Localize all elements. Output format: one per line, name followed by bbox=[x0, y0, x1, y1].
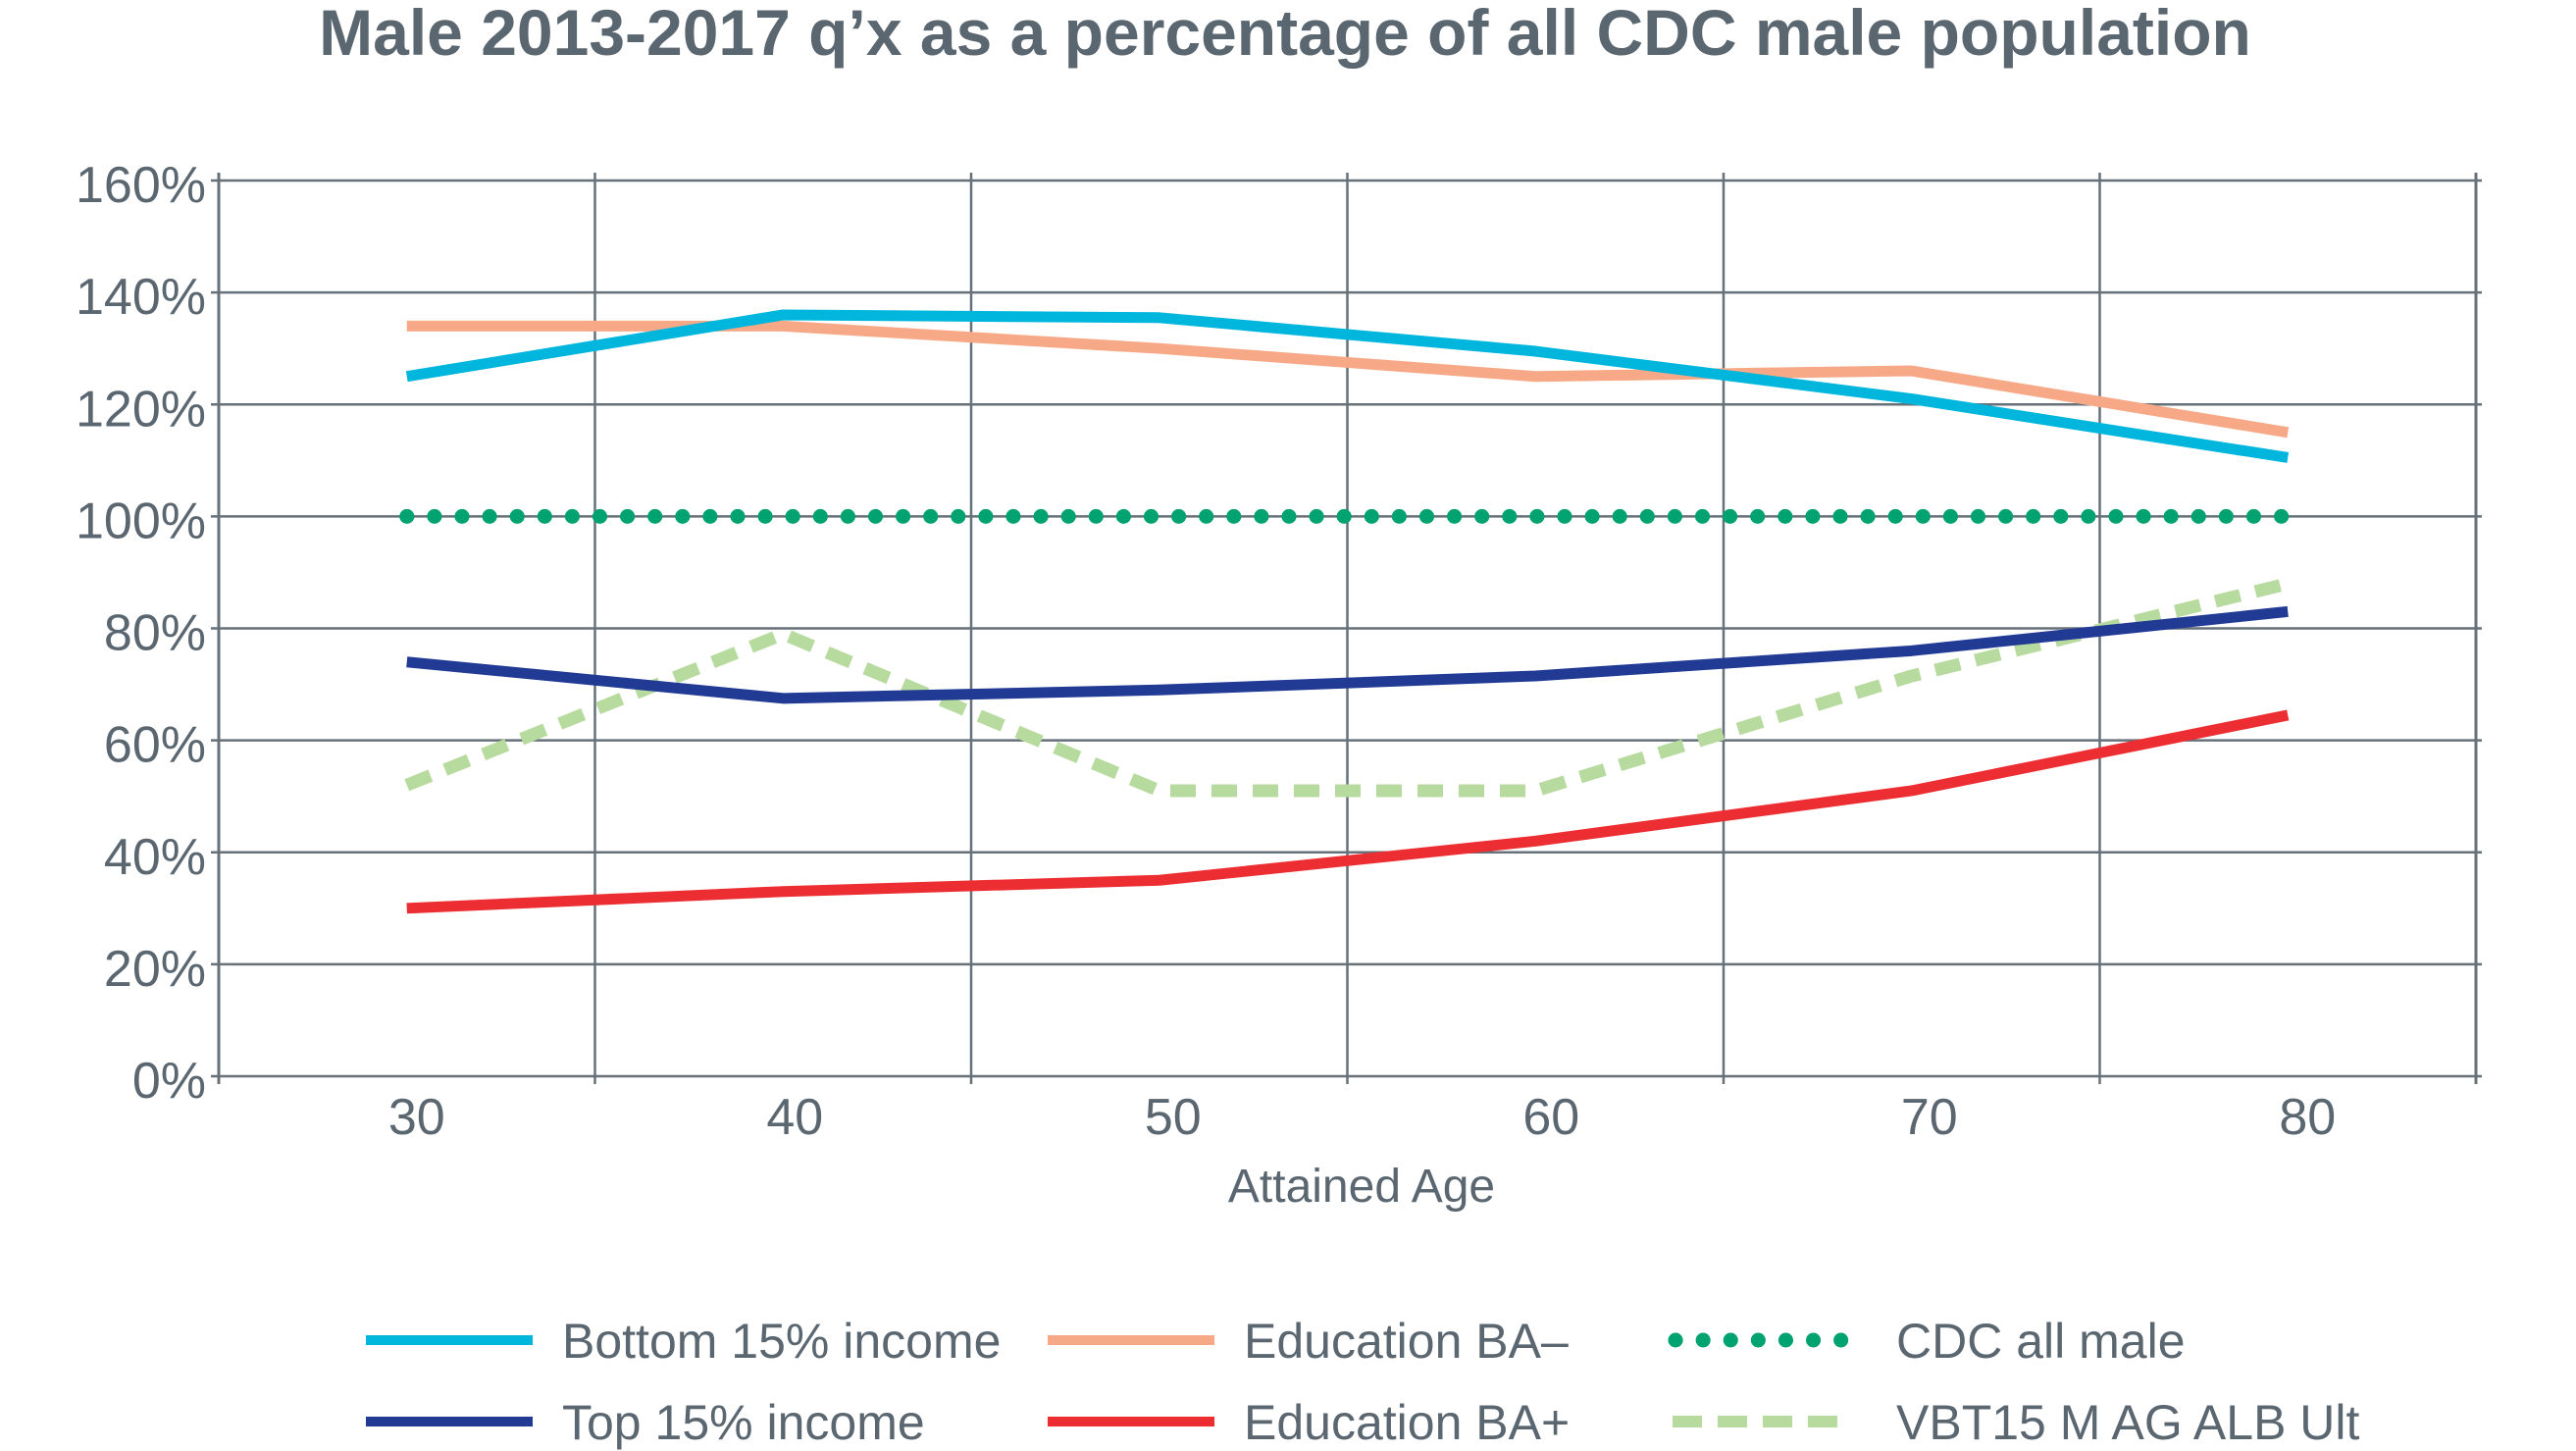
chart-title: Male 2013-2017 q’x as a percentage of al… bbox=[319, 0, 2251, 69]
legend-item-cdc-all-male: CDC all male bbox=[1668, 1314, 2186, 1369]
x-tick-label: 70 bbox=[1901, 1089, 1958, 1146]
y-tick-label: 140% bbox=[76, 269, 206, 326]
legend-label: CDC all male bbox=[1896, 1314, 2186, 1369]
y-tick-label: 100% bbox=[76, 492, 206, 549]
legend-label: Bottom 15% income bbox=[562, 1314, 1001, 1369]
legend-label: VBT15 M AG ALB Ult bbox=[1896, 1395, 2360, 1450]
legend-item-education-ba: Education BA– bbox=[1048, 1314, 1569, 1369]
y-tick-label: 20% bbox=[104, 941, 206, 998]
y-tick-label: 160% bbox=[76, 157, 206, 214]
x-tick-label: 40 bbox=[766, 1089, 823, 1146]
y-axis-ticks: 0% 20% 40% 60% 80% 100% 120% 140% 160% bbox=[76, 157, 206, 1110]
y-tick-label: 40% bbox=[104, 829, 206, 886]
legend-item-bottom-15-income: Bottom 15% income bbox=[366, 1314, 1001, 1369]
x-axis-label: Attained Age bbox=[1228, 1161, 1495, 1213]
y-tick-label: 0% bbox=[132, 1053, 206, 1110]
x-tick-label: 80 bbox=[2279, 1089, 2336, 1146]
x-tick-label: 30 bbox=[388, 1089, 445, 1146]
x-tick-label: 60 bbox=[1522, 1089, 1579, 1146]
legend-label: Top 15% income bbox=[562, 1395, 925, 1450]
y-tick-label: 80% bbox=[104, 605, 206, 662]
legend-item-education-ba: Education BA+ bbox=[1048, 1395, 1570, 1450]
series-layer bbox=[399, 309, 2295, 914]
legend-label: Education BA– bbox=[1244, 1314, 1569, 1369]
series-line-vbt15-m-ag-alb-ult bbox=[404, 577, 2290, 798]
series-line-top-15-income bbox=[406, 605, 2289, 704]
x-tick-label: 50 bbox=[1145, 1089, 1202, 1146]
legend-item-vbt15-m-ag-alb-ult: VBT15 M AG ALB Ult bbox=[1673, 1395, 2360, 1450]
y-tick-label: 60% bbox=[104, 717, 206, 774]
x-axis-ticks: 30 40 50 60 70 80 bbox=[388, 1089, 2336, 1146]
series-line-bottom-15-income bbox=[405, 309, 2290, 463]
series-line-education-ba bbox=[406, 709, 2290, 914]
legend-item-top-15-income: Top 15% income bbox=[366, 1395, 925, 1450]
legend-label: Education BA+ bbox=[1244, 1395, 1570, 1450]
legend: Bottom 15% income Education BA– CDC all ma… bbox=[366, 1314, 2360, 1450]
y-tick-label: 120% bbox=[76, 381, 206, 438]
